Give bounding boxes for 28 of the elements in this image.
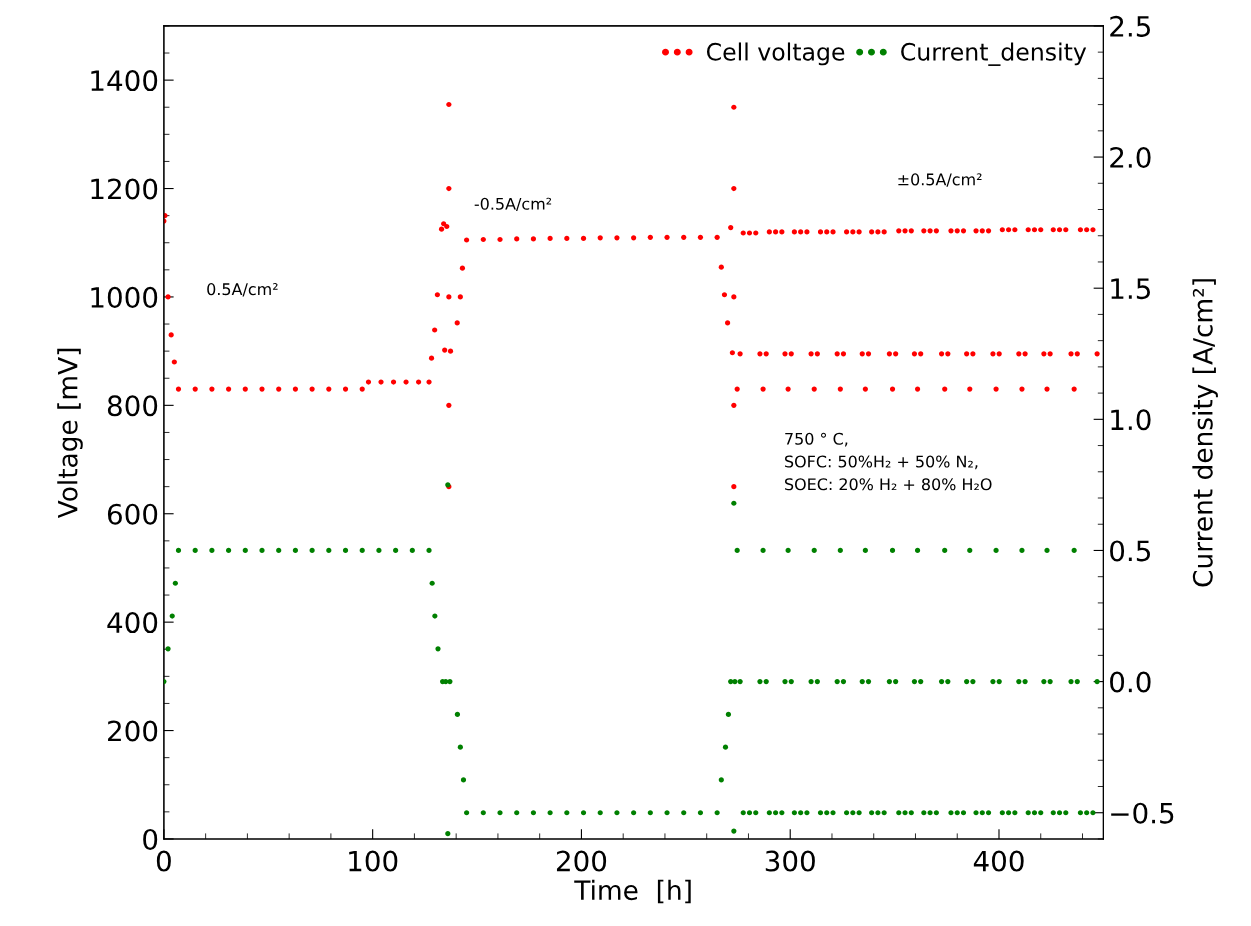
x-tick-label: 300	[765, 850, 815, 872]
legend-label: Cell voltage	[706, 42, 845, 66]
y-axis-title: Voltage [mV]	[57, 348, 83, 519]
y2-tick-label: −0.5	[1111, 802, 1174, 824]
x-axis-title: Time [h]	[574, 879, 691, 904]
y2-tick-label: 1.5	[1111, 278, 1150, 300]
y2-tick-label: 2.5	[1110, 15, 1150, 37]
x-tick-label: 100	[349, 850, 398, 872]
x-tick-label: 200	[556, 850, 607, 872]
y2-tick-label: 2.0	[1110, 147, 1151, 169]
y-tick-label: 1000	[91, 286, 158, 308]
annotation: -0.5A/cm²	[474, 197, 552, 212]
y2-tick-label: 0.0	[1110, 671, 1151, 693]
annotation: 750 ° C, SOFC: 50%H₂ + 50% N₂, SOEC: 20% H₂ + 80% H₂O	[785, 432, 992, 491]
y2-axis-title: Current density [A/cm²]	[1192, 279, 1218, 587]
y-tick-label: 200	[108, 720, 158, 742]
annotation: ±0.5A/cm²	[898, 173, 982, 187]
y-tick-label: 600	[107, 503, 158, 525]
y-tick-label: 1200	[91, 178, 158, 200]
legend-label: Current_density	[901, 42, 1087, 66]
y-tick-label: 1400	[91, 70, 158, 92]
y2-tick-label: 0.5	[1110, 540, 1150, 562]
y2-tick-label: 1.0	[1111, 409, 1151, 431]
annotation: 0.5A/cm²	[207, 283, 278, 297]
x-tick-label: 400	[973, 850, 1024, 872]
y-tick-label: 400	[107, 612, 158, 634]
y-tick-label: 800	[107, 395, 158, 417]
y-tick-label: 0	[143, 828, 158, 850]
